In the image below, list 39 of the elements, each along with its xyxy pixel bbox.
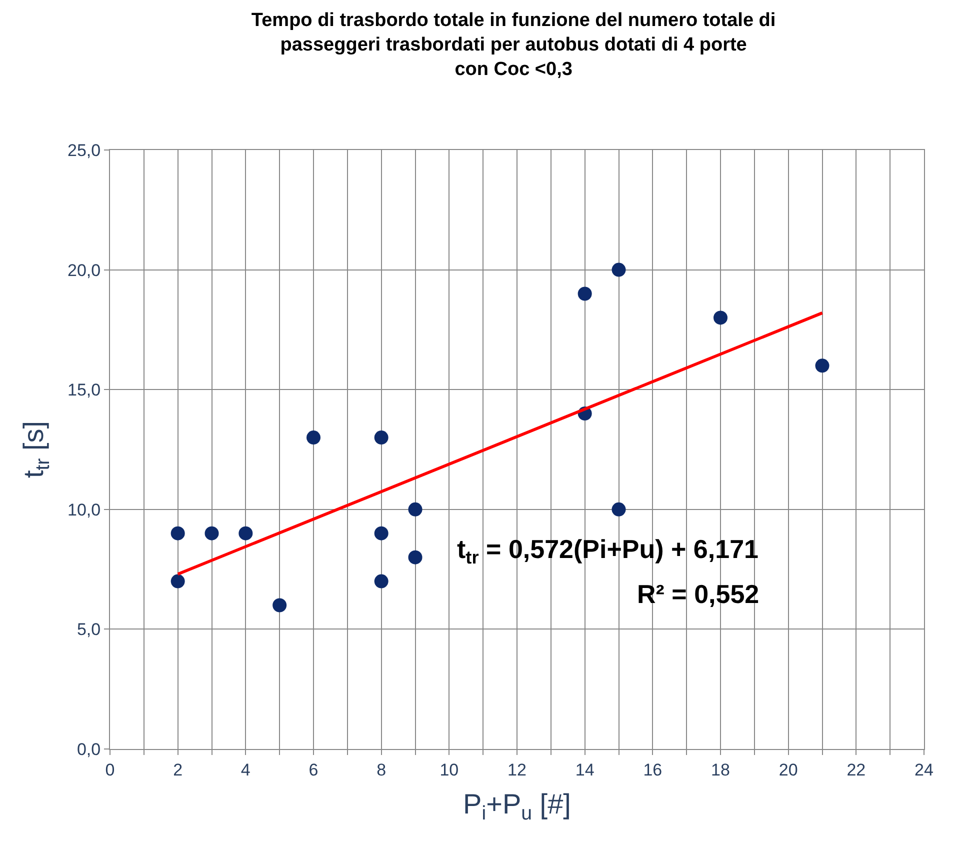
point	[612, 262, 626, 277]
annotation: R² = 0,552	[637, 579, 760, 609]
y-tick-label: 15,0	[68, 380, 101, 400]
x-tick-label: 18	[711, 760, 730, 780]
x-tick-label: 10	[440, 760, 459, 780]
point	[204, 526, 219, 540]
point	[408, 550, 422, 564]
x-tick-label: 4	[240, 760, 250, 780]
point	[238, 526, 253, 540]
x-tick-label: 2	[173, 760, 183, 780]
y-tick-label: 20,0	[68, 260, 101, 280]
x-tick-label: 22	[846, 760, 866, 780]
point	[374, 574, 388, 588]
x-tick-label: 8	[376, 760, 386, 780]
chart-title: Tempo di trasbordo totale in funzione del numero totale di passeggeri trasbordati per autobus dotati di 4 porte con Coc <0,3	[251, 10, 776, 80]
y-tick-label: 10,0	[68, 500, 101, 520]
x-tick-label: 20	[778, 760, 798, 780]
point	[272, 598, 287, 612]
x-tick-label: 6	[308, 760, 318, 780]
point	[170, 574, 185, 588]
y-tick-label: 0,0	[76, 740, 101, 759]
point	[612, 502, 626, 516]
point	[170, 526, 185, 540]
point	[306, 430, 320, 445]
y-tick-label: 5,0	[76, 620, 101, 640]
point	[714, 310, 728, 325]
point	[374, 430, 388, 445]
point	[578, 286, 592, 301]
point	[815, 358, 830, 373]
x-tick-label: 24	[914, 760, 934, 780]
x-tick-label: 16	[643, 760, 662, 780]
y-tick-label: 25,0	[68, 140, 101, 160]
x-tick-label: 14	[575, 760, 594, 780]
x-tick-label: 0	[105, 760, 115, 780]
point	[408, 502, 422, 516]
point	[374, 526, 388, 540]
x-tick-label: 12	[508, 760, 526, 780]
annotation: t$_{tr}$ = 0,572(Pi+Pu) + 6,171	[457, 534, 758, 568]
x-axis-title: P$_{i}$+P$_{u}$ [#]	[463, 788, 571, 824]
